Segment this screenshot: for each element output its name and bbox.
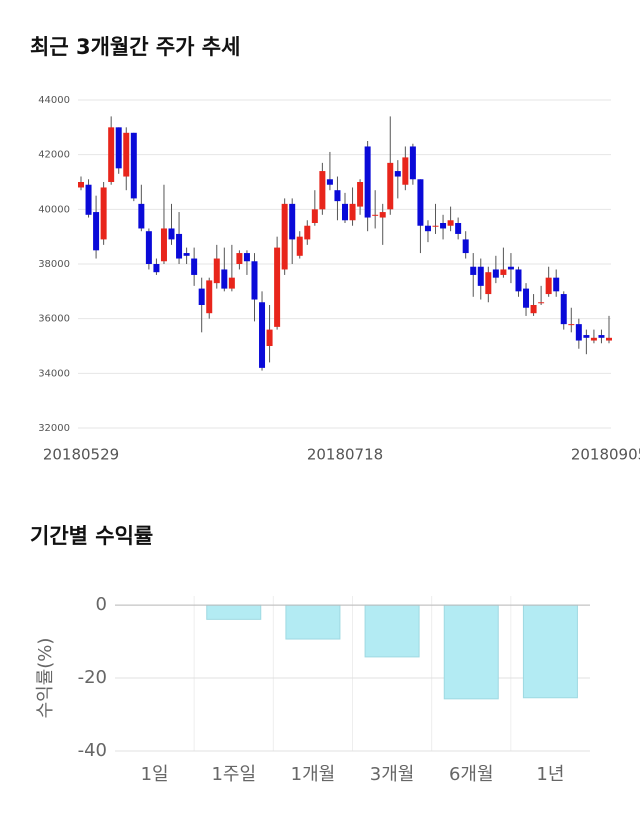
y-tick-label: 38000 bbox=[38, 259, 70, 270]
candle-body bbox=[115, 127, 122, 169]
candle-body bbox=[357, 182, 364, 207]
candle-body bbox=[394, 171, 401, 177]
candle-body bbox=[387, 162, 394, 210]
y-tick-label: 32000 bbox=[38, 423, 70, 434]
candle-body bbox=[138, 203, 145, 229]
x-tick-label: 3개월 bbox=[370, 764, 415, 785]
candle-body bbox=[251, 261, 258, 300]
candle-body bbox=[568, 324, 575, 326]
candle-body bbox=[236, 253, 243, 264]
candle-body bbox=[78, 182, 84, 188]
y-axis-label: 수익률(%) bbox=[35, 638, 56, 719]
chart-title: 기간별 수익률 bbox=[30, 524, 153, 548]
candle-body bbox=[402, 157, 409, 185]
candle-body bbox=[447, 220, 454, 226]
candle-body bbox=[606, 337, 612, 341]
chart-title: 최근 3개월간 주가 추세 bbox=[30, 35, 240, 59]
bar bbox=[522, 604, 578, 699]
bar bbox=[206, 604, 262, 620]
x-tick-label: 6개월 bbox=[449, 764, 494, 785]
bar bbox=[364, 604, 420, 658]
candle-body bbox=[281, 203, 288, 270]
candle-body bbox=[213, 258, 220, 284]
candle-body bbox=[523, 288, 530, 308]
y-tick-label: 42000 bbox=[38, 150, 70, 161]
x-tick-label: 20180529 bbox=[43, 446, 119, 464]
candle-body bbox=[485, 272, 492, 295]
candle-body bbox=[296, 236, 303, 256]
candle-body bbox=[492, 269, 499, 278]
candle-body bbox=[538, 302, 545, 304]
candle-body bbox=[575, 324, 582, 341]
candle-body bbox=[470, 266, 477, 275]
candle-body bbox=[326, 179, 333, 185]
y-tick-label: 36000 bbox=[38, 314, 70, 325]
candle-body bbox=[145, 231, 152, 264]
candle-body bbox=[342, 203, 348, 221]
candle-body bbox=[108, 127, 115, 182]
candle-body bbox=[560, 294, 567, 325]
candle-body bbox=[206, 280, 213, 314]
candle-body bbox=[228, 277, 235, 289]
candle-body bbox=[590, 337, 597, 341]
y-tick-label: 0 bbox=[96, 594, 107, 615]
candle-body bbox=[455, 223, 462, 234]
candle-body bbox=[515, 269, 522, 292]
candle-body bbox=[221, 269, 228, 289]
y-tick-label: 34000 bbox=[38, 368, 70, 379]
x-tick-label: 20180718 bbox=[307, 446, 383, 464]
bar bbox=[443, 604, 499, 700]
candle-body bbox=[176, 233, 183, 259]
candle-body bbox=[168, 228, 175, 240]
bar bbox=[285, 604, 341, 640]
candle-body bbox=[372, 214, 379, 216]
candle-body bbox=[160, 228, 167, 262]
x-tick-label: 1년 bbox=[536, 764, 564, 785]
candle-body bbox=[598, 335, 605, 338]
candle-body bbox=[289, 203, 296, 240]
candle-body bbox=[409, 146, 416, 180]
candle-body bbox=[334, 190, 341, 202]
candle-body bbox=[311, 209, 318, 223]
candle-body bbox=[191, 258, 198, 275]
candle-body bbox=[266, 329, 273, 346]
candle-body bbox=[507, 266, 514, 270]
y-tick-label: 40000 bbox=[38, 204, 70, 215]
candle-body bbox=[500, 269, 507, 275]
x-tick-label: 20180905 bbox=[571, 446, 640, 464]
candle-body bbox=[440, 223, 447, 229]
candle-body bbox=[477, 266, 484, 286]
candle-body bbox=[583, 335, 590, 338]
candle-body bbox=[304, 225, 311, 240]
y-tick-label: -40 bbox=[78, 740, 107, 761]
candle-body bbox=[530, 305, 537, 314]
candle-body bbox=[153, 264, 160, 273]
y-tick-label: -20 bbox=[78, 667, 107, 688]
candle-body bbox=[130, 132, 137, 199]
candle-body bbox=[349, 203, 356, 221]
candle-body bbox=[364, 146, 371, 218]
candle-body bbox=[198, 288, 205, 305]
candle-body bbox=[553, 277, 560, 292]
candle-body bbox=[319, 171, 326, 210]
y-tick-label: 44000 bbox=[38, 95, 70, 106]
candle-body bbox=[424, 225, 431, 232]
candle-body bbox=[417, 179, 424, 226]
candle-body bbox=[183, 253, 190, 256]
candle-body bbox=[243, 253, 250, 262]
candle-body bbox=[274, 247, 281, 327]
x-tick-label: 1주일 bbox=[211, 764, 256, 785]
candle-body bbox=[93, 212, 100, 251]
candle-body bbox=[462, 239, 469, 254]
candle-body bbox=[432, 225, 439, 227]
candle-body bbox=[259, 302, 266, 368]
candle-body bbox=[545, 277, 552, 295]
candle-body bbox=[85, 184, 92, 215]
candle-body bbox=[100, 187, 107, 240]
candle-body bbox=[379, 212, 386, 218]
x-tick-label: 1일 bbox=[141, 764, 169, 785]
x-tick-label: 1개월 bbox=[291, 764, 336, 785]
candle-body bbox=[123, 132, 130, 177]
